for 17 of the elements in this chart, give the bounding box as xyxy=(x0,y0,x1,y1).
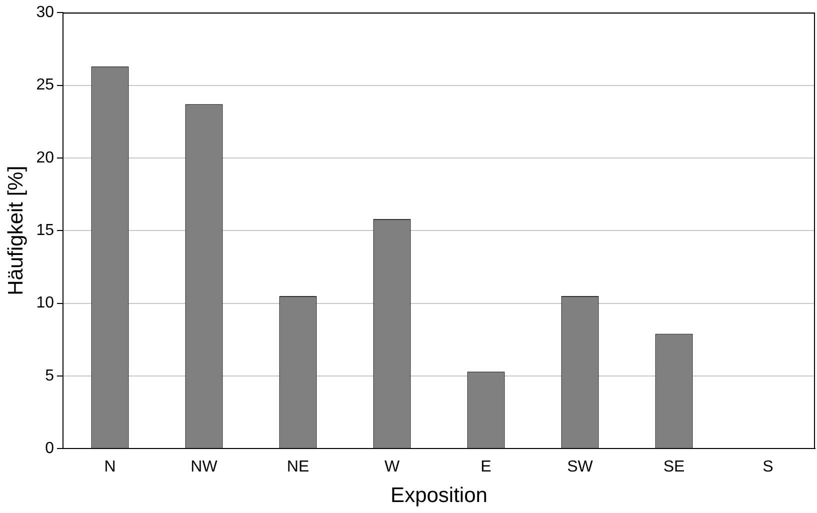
y-tick-label: 15 xyxy=(36,222,54,240)
y-axis-title: Häufigkeit [%] xyxy=(4,166,28,296)
y-tick-label: 30 xyxy=(36,4,54,22)
x-tick-label: N xyxy=(104,458,116,476)
y-tick-label: 20 xyxy=(36,149,54,166)
x-tick-label: SE xyxy=(663,458,685,476)
x-tick-label: SW xyxy=(567,458,594,476)
x-tick-label: S xyxy=(762,458,774,476)
y-tick-label: 0 xyxy=(45,440,54,458)
x-tick-label: NE xyxy=(286,458,310,476)
x-tick-label: W xyxy=(384,458,400,476)
y-tick-label: 5 xyxy=(45,367,54,384)
y-tick-label: 25 xyxy=(36,76,54,94)
x-axis-title: Exposition xyxy=(390,484,488,508)
x-tick-label: NW xyxy=(190,458,218,476)
x-tick-label: E xyxy=(480,458,492,476)
y-tick-label: 10 xyxy=(36,294,54,312)
